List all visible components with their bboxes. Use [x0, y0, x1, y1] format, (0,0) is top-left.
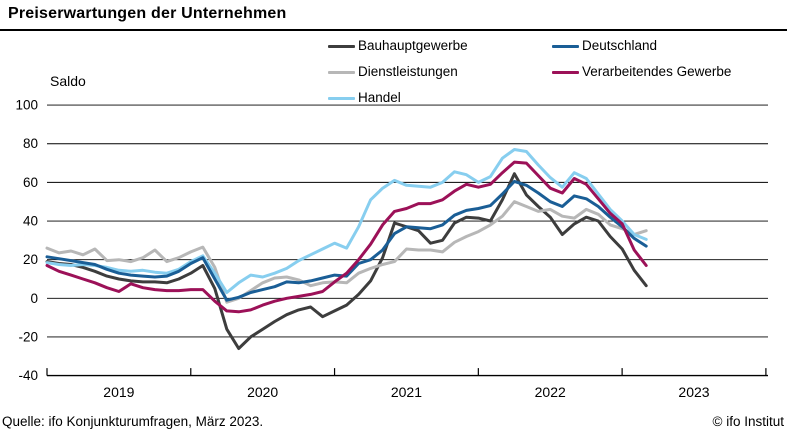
legend-label: Bauhauptgewerbe	[358, 38, 468, 54]
series-line-dienstleistungen	[45, 200, 648, 304]
legend-line-swatch	[328, 44, 355, 48]
legend-line-swatch	[552, 70, 579, 74]
legend-item-handel: Handel	[328, 90, 401, 106]
series-line-deutschland	[45, 179, 648, 302]
x-year-label: 2020	[247, 384, 278, 400]
x-year-label: 2022	[535, 384, 566, 400]
x-year-label: 2021	[391, 384, 422, 400]
y-tick-label: 60	[23, 175, 38, 190]
legend-line-swatch	[328, 96, 355, 100]
y-tick-label: -20	[18, 329, 38, 344]
legend-item-verarbeitendes-gewerbe: Verarbeitendes Gewerbe	[552, 64, 731, 80]
source-note: Quelle: ifo Konjunkturumfragen, März 202…	[2, 414, 264, 429]
y-tick-label: -40	[18, 368, 38, 383]
y-axis-unit-label: Saldo	[50, 73, 86, 89]
legend-item-deutschland: Deutschland	[552, 38, 657, 54]
y-tick-label: 40	[23, 214, 38, 229]
series-line-verarbeitendes-gewerbe	[45, 160, 648, 314]
series-line-bauhauptgewerbe	[45, 172, 648, 350]
x-year-label: 2019	[103, 384, 134, 400]
y-tick-label: 0	[30, 291, 38, 306]
legend-label: Deutschland	[582, 38, 658, 54]
legend-item-bauhauptgewerbe: Bauhauptgewerbe	[328, 38, 468, 54]
y-tick-label: 20	[23, 252, 38, 267]
series-line-handel	[45, 148, 648, 294]
y-tick-label: 100	[15, 98, 38, 113]
legend-line-swatch	[552, 44, 579, 48]
legend-label: Verarbeitendes Gewerbe	[582, 64, 732, 80]
y-tick-label: 80	[23, 136, 38, 151]
legend-label: Handel	[358, 90, 401, 106]
legend-line-swatch	[328, 70, 355, 74]
legend-label: Dienstleistungen	[358, 64, 458, 80]
copyright-note: © ifo Institut	[712, 414, 784, 429]
title-divider	[0, 29, 787, 31]
x-year-label: 2023	[678, 384, 709, 400]
chart-title: Preiserwartungen der Unternehmen	[8, 5, 287, 22]
legend-item-dienstleistungen: Dienstleistungen	[328, 64, 458, 80]
